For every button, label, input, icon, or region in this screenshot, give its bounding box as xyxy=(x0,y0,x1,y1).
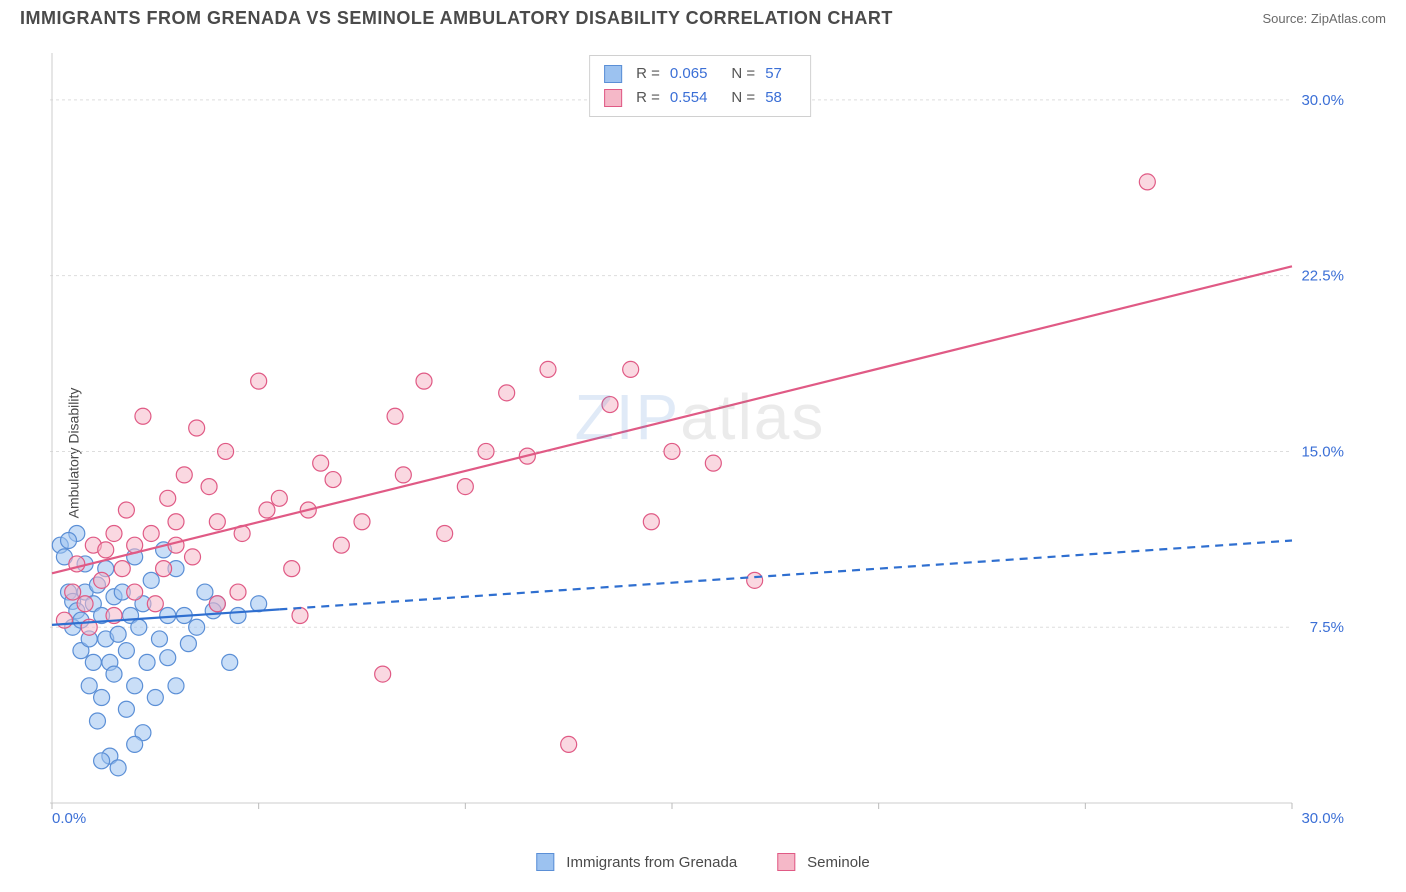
stat-r-label: R = xyxy=(636,62,660,86)
legend-swatch xyxy=(777,853,795,871)
legend-swatch xyxy=(604,65,622,83)
series-legend-item: Seminole xyxy=(777,853,870,871)
svg-text:15.0%: 15.0% xyxy=(1301,443,1344,460)
stat-n-label: N = xyxy=(731,62,755,86)
chart-area: Ambulatory Disability 7.5%15.0%22.5%30.0… xyxy=(0,33,1406,873)
svg-text:30.0%: 30.0% xyxy=(1301,810,1344,823)
scatter-plot-svg: 7.5% 15.0% 22.5% 30.0% 0.0% 30.0% xyxy=(50,43,1350,823)
chart-source: Source: ZipAtlas.com xyxy=(1262,11,1386,26)
chart-title: IMMIGRANTS FROM GRENADA VS SEMINOLE AMBU… xyxy=(20,8,893,29)
series-legend: Immigrants from Grenada Seminole xyxy=(536,853,869,871)
svg-text:22.5%: 22.5% xyxy=(1301,268,1344,285)
legend-swatch xyxy=(536,853,554,871)
stats-legend-row: R = 0.554 N = 58 xyxy=(604,86,796,110)
stat-n-value: 57 xyxy=(765,62,782,86)
stat-r-value: 0.554 xyxy=(670,86,708,110)
source-prefix: Source: xyxy=(1262,11,1310,26)
svg-text:30.0%: 30.0% xyxy=(1301,92,1344,109)
stat-r-label: R = xyxy=(636,86,660,110)
svg-text:7.5%: 7.5% xyxy=(1310,619,1344,636)
stat-r-value: 0.065 xyxy=(670,62,708,86)
stats-legend-box: R = 0.065 N = 57 R = 0.554 N = 58 xyxy=(589,55,811,117)
svg-text:0.0%: 0.0% xyxy=(52,810,86,823)
plot-region: 7.5%15.0%22.5%30.0%0.0%30.0% ZIPatlas R … xyxy=(50,43,1350,823)
stat-n-label: N = xyxy=(731,86,755,110)
legend-swatch xyxy=(604,89,622,107)
stat-n-value: 58 xyxy=(765,86,782,110)
source-name: ZipAtlas.com xyxy=(1311,11,1386,26)
chart-header: IMMIGRANTS FROM GRENADA VS SEMINOLE AMBU… xyxy=(0,0,1406,33)
series-legend-item: Immigrants from Grenada xyxy=(536,853,737,871)
stats-legend-row: R = 0.065 N = 57 xyxy=(604,62,796,86)
series-legend-label: Immigrants from Grenada xyxy=(566,854,737,871)
series-legend-label: Seminole xyxy=(807,854,870,871)
